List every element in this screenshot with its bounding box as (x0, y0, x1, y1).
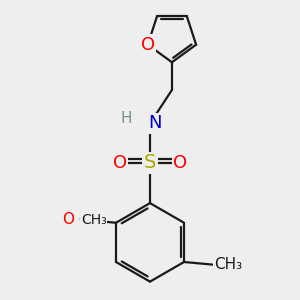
Text: O: O (173, 154, 187, 172)
Text: O: O (62, 212, 74, 227)
Text: CH₃: CH₃ (79, 213, 104, 227)
Text: H: H (120, 111, 131, 126)
Text: S: S (144, 153, 156, 172)
Text: O: O (141, 36, 155, 54)
Text: O: O (113, 154, 127, 172)
Text: CH₃: CH₃ (214, 257, 242, 272)
Text: CH₃: CH₃ (81, 213, 106, 227)
Text: N: N (148, 114, 161, 132)
Text: O: O (62, 212, 74, 227)
